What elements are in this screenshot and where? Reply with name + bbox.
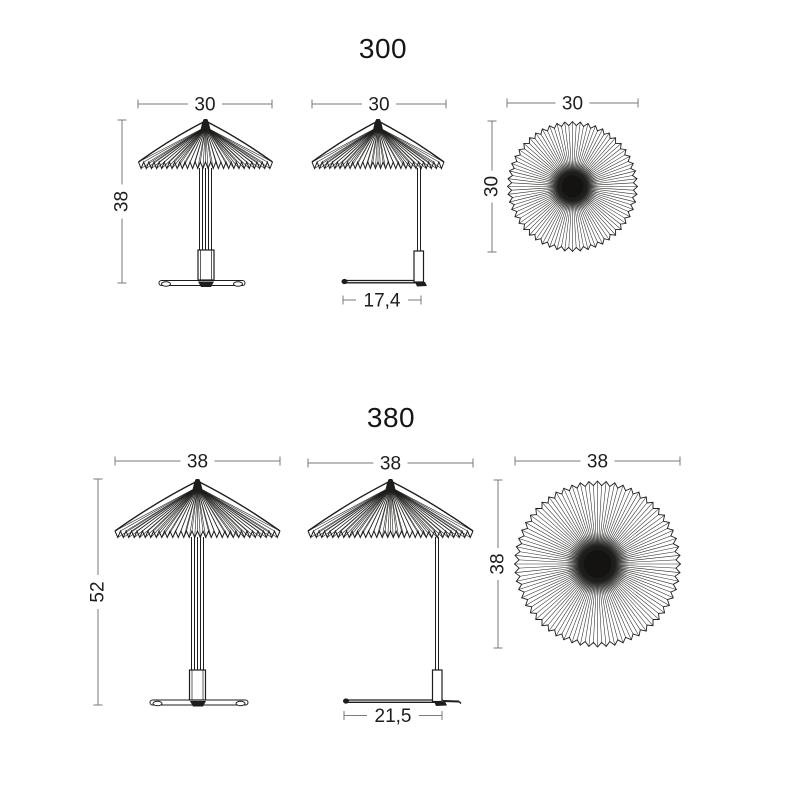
lamp-column	[188, 669, 207, 701]
dimension-horizontal: 30	[311, 95, 447, 116]
side-view: 38 21,5	[307, 454, 474, 727]
lamp-shade-top-view	[506, 120, 639, 253]
lamp-base-side	[343, 698, 462, 706]
section-300: 30 38 30 17,4 30 30	[112, 94, 639, 312]
dimension-horizontal: 17,4	[342, 291, 422, 312]
dimension-label: 38	[380, 454, 401, 475]
dimension-vertical: 38	[488, 479, 509, 649]
front-view: 30 38	[112, 95, 273, 287]
side-view: 30 17,4	[311, 95, 447, 312]
lamp-shade	[114, 479, 281, 539]
dimension-vertical: 52	[88, 478, 109, 706]
lamp-base-front	[158, 280, 246, 287]
section-title-380: 380	[366, 402, 416, 433]
lamp-column	[413, 250, 425, 283]
dimension-label: 30	[194, 95, 215, 116]
dimension-horizontal: 30	[506, 94, 639, 115]
dimension-label: 38	[187, 452, 208, 473]
lamp-stem	[191, 537, 204, 670]
top-view: 30 30	[482, 94, 639, 253]
lamp-stem	[199, 168, 212, 250]
lamp-shade-top-view	[513, 480, 682, 648]
section-title-300: 300	[358, 33, 408, 64]
lamp-stem	[435, 537, 439, 670]
top-view: 38 38	[488, 452, 682, 649]
lamp-column	[197, 249, 215, 281]
lamp-shade	[138, 119, 273, 170]
dimension-horizontal: 21,5	[343, 706, 443, 727]
dimension-horizontal: 38	[514, 452, 681, 473]
dimension-label: 38	[587, 452, 608, 473]
dimension-label: 17,4	[364, 291, 401, 312]
dimension-label: 21,5	[375, 706, 412, 727]
dimension-horizontal: 38	[114, 452, 281, 473]
lamp-shade	[307, 479, 474, 539]
dimension-label: 52	[88, 581, 109, 602]
dimension-label: 38	[112, 191, 133, 212]
dimension-horizontal: 30	[137, 95, 273, 116]
dimension-label: 38	[488, 553, 509, 574]
section-380: 38 52 38 21,5 38 38	[88, 452, 682, 727]
dimension-label: 30	[482, 176, 503, 197]
lamp-base-side	[341, 278, 427, 287]
dimension-label: 30	[368, 95, 389, 116]
dimension-label: 30	[562, 94, 583, 115]
lamp-shade	[311, 119, 445, 170]
front-view: 38 52	[88, 452, 281, 707]
dimension-vertical: 38	[112, 119, 133, 284]
dimension-horizontal: 38	[307, 454, 474, 475]
dimension-vertical: 30	[482, 120, 503, 253]
lamp-stem	[417, 168, 421, 251]
lamp-column	[431, 669, 443, 703]
lamp-base-front	[149, 699, 249, 707]
